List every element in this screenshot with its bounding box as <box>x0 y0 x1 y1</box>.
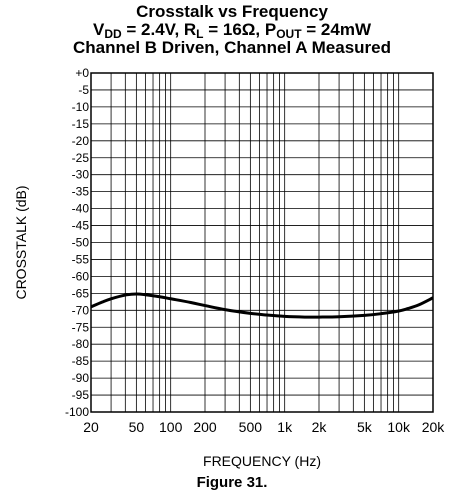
vdd-subscript: DD <box>104 27 122 41</box>
x-tick-label: 500 <box>239 419 263 435</box>
plot-frame <box>90 72 434 413</box>
y-tick-label: -70 <box>72 303 90 317</box>
x-tick-labels: 20 50 100 200 500 1k 2k 5k 10k 20k <box>83 419 445 435</box>
y-tick-label: -90 <box>72 371 90 385</box>
y-tick-label: -80 <box>72 337 90 351</box>
x-axis-label: FREQUENCY (Hz) <box>203 453 321 469</box>
y-tick-label: +0 <box>75 66 89 80</box>
y-tick-label: -10 <box>72 100 90 114</box>
y-tick-labels: +0 -5 -10 -15 -20 -25 -30 -35 -40 -45 -50 -55 -60 -65… <box>65 66 89 419</box>
x-tick-label: 200 <box>193 419 217 435</box>
vdd-value: = 2.4V, <box>121 20 184 39</box>
x-tick-label: 100 <box>159 419 183 435</box>
y-tick-label: -75 <box>72 320 90 334</box>
y-tick-label: -30 <box>72 168 90 182</box>
rl-symbol: R <box>183 20 197 39</box>
y-tick-label: -95 <box>72 388 90 402</box>
x-tick-label: 2k <box>312 419 328 435</box>
y-tick-label: -40 <box>72 202 90 216</box>
y-tick-label: -60 <box>72 269 90 283</box>
x-tick-label: 5k <box>357 419 373 435</box>
chart-title: Crosstalk vs Frequency <box>136 2 328 21</box>
x-tick-label: 50 <box>129 419 145 435</box>
y-tick-label: -50 <box>72 236 90 250</box>
y-axis-label: CROSSTALK (dB) <box>13 185 29 299</box>
series-crosstalk-line <box>90 292 434 319</box>
y-tick-label: -25 <box>72 151 90 165</box>
y-tick-label: -20 <box>72 134 90 148</box>
chart-subtitle: Channel B Driven, Channel A Measured <box>72 38 392 57</box>
chart-conditions: VDD = 2.4V, RL = 16Ω, POUT = 24mW <box>0 20 464 40</box>
pout-value: = 24mW <box>301 20 372 39</box>
y-tick-label: -100 <box>65 405 89 419</box>
pout-subscript: OUT <box>276 27 302 41</box>
y-tick-label: -85 <box>72 354 90 368</box>
y-tick-label: -35 <box>72 185 90 199</box>
x-tick-label: 1k <box>277 419 293 435</box>
vdd-symbol: V <box>92 20 105 39</box>
chart-grid <box>90 72 434 413</box>
rl-value: = 16Ω, <box>203 20 265 39</box>
x-tick-label: 20k <box>422 419 446 435</box>
y-tick-label: -55 <box>72 252 90 266</box>
figure-caption: Figure 31. <box>196 474 268 491</box>
y-tick-label: -5 <box>78 83 89 97</box>
rl-subscript: L <box>196 27 204 41</box>
pout-symbol: P <box>264 20 277 39</box>
x-tick-label: 10k <box>387 419 411 435</box>
y-tick-label: -45 <box>72 219 90 233</box>
y-tick-label: -15 <box>72 117 90 131</box>
y-tick-label: -65 <box>72 286 90 300</box>
x-tick-label: 20 <box>83 419 99 435</box>
